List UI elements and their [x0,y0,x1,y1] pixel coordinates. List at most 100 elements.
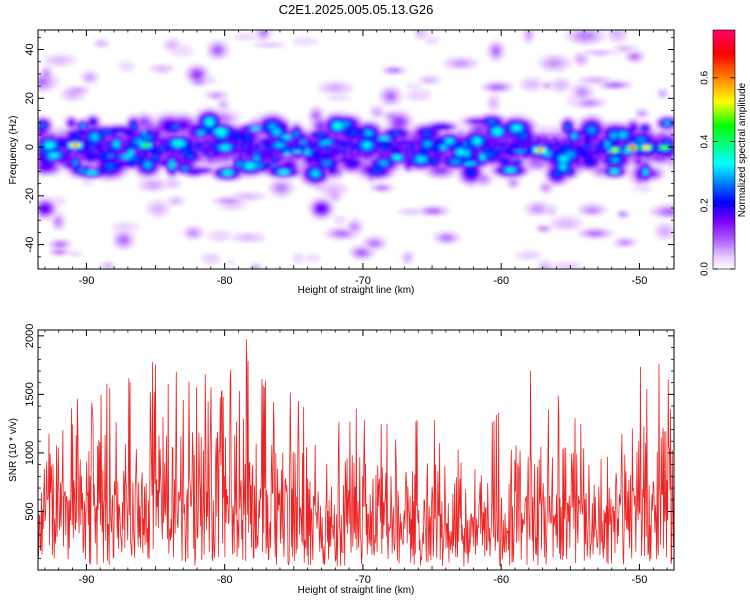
heatmap-cell [585,164,589,168]
heatmap-cell [372,237,376,241]
heatmap-cell [198,229,202,234]
heatmap-cell [488,161,493,165]
heatmap-cell [300,154,305,158]
heatmap-cell [671,215,674,219]
heatmap-cell [328,154,332,158]
heatmap-cell [198,154,202,158]
heatmap-cell [516,171,520,175]
heatmap-cell [286,181,291,185]
heatmap-cell [397,166,401,170]
heatmap-cell [378,178,382,182]
heatmap-cell [104,161,108,165]
heatmap-cell [599,227,603,231]
heatmap-cell [228,159,233,163]
heatmap-cell [339,188,343,192]
heatmap-cell [179,169,183,173]
heatmap-cell [336,176,341,180]
heatmap-cell [444,205,448,209]
heatmap-cell [555,222,559,226]
heatmap-cell [328,188,332,192]
heatmap-cell [62,215,67,219]
heatmap-cell [237,164,241,168]
heatmap-cell [358,222,363,226]
heatmap-cell [416,210,421,214]
heatmap-cell [317,183,321,187]
heatmap-cell [364,237,368,241]
heatmap-cell [660,169,664,173]
heatmap-cell [582,234,587,238]
heatmap-cell [234,169,238,173]
heatmap-cell [579,229,584,234]
heatmap-cell [311,181,316,185]
heatmap-cell [544,190,548,194]
heatmap-cell [65,164,70,168]
heatmap-cell [115,159,119,163]
heatmap-cell [148,212,152,216]
heatmap-cell [151,173,155,177]
heatmap-cell [137,166,141,170]
heatmap-cell [458,171,462,175]
heatmap-cell [350,222,354,226]
heatmap-cell [499,169,504,173]
heatmap-cell [546,210,551,214]
heatmap-cell [344,149,349,153]
heatmap-cell [571,264,576,268]
heatmap-cell [544,264,548,268]
heatmap-cell [123,227,128,231]
heatmap-cell [549,210,553,214]
heatmap-cell [162,181,166,185]
heatmap-cell [322,205,327,209]
heatmap-cell [425,212,429,216]
heatmap-cell [270,149,274,153]
heatmap-cell [322,203,327,207]
heatmap-cell [51,242,56,246]
heatmap-cell [585,161,589,165]
heatmap-cell [314,210,318,214]
heatmap-cell [126,247,130,251]
heatmap-cell [369,178,374,182]
heatmap-cell [137,169,141,173]
heatmap-cell [190,161,194,165]
heatmap-cell [513,171,517,175]
heatmap-cell [206,259,211,263]
heatmap-cell [356,227,360,231]
heatmap-cell [535,208,540,212]
heatmap-cell [646,166,650,170]
heatmap-cell [599,205,603,209]
heatmap-cell [510,183,515,187]
heatmap-cell [483,173,487,177]
heatmap-cell [353,159,357,163]
heatmap-cell [380,161,385,165]
heatmap-cell [552,225,556,229]
heatmap-cell [430,164,435,168]
heatmap-cell [328,193,332,197]
heatmap-cell [306,254,310,258]
heatmap-cell [132,166,136,170]
heatmap-cell [38,215,42,219]
heatmap-cell [566,266,570,269]
heatmap-cell [436,205,440,209]
heatmap-cell [62,225,67,229]
heatmap-cell [206,173,211,177]
heatmap-cell [51,205,56,209]
heatmap-cell [331,205,335,209]
heatmap-cell [568,164,573,168]
heatmap-cell [245,232,249,236]
heatmap-cell [239,171,244,175]
heatmap-cell [214,173,219,177]
heatmap-cell [358,249,363,253]
heatmap-cell [201,149,205,153]
heatmap-cell [336,183,341,187]
heatmap-cell [485,171,490,175]
heatmap-cell [607,166,611,170]
heatmap-cell [480,169,484,173]
heatmap-cell [582,205,587,209]
heatmap-cell [422,156,426,160]
heatmap-cell [380,190,385,194]
heatmap-cell [488,173,493,177]
heatmap-cell [90,156,94,160]
heatmap-cell [532,161,537,165]
heatmap-cell [325,181,329,185]
heatmap-cell [610,161,614,165]
